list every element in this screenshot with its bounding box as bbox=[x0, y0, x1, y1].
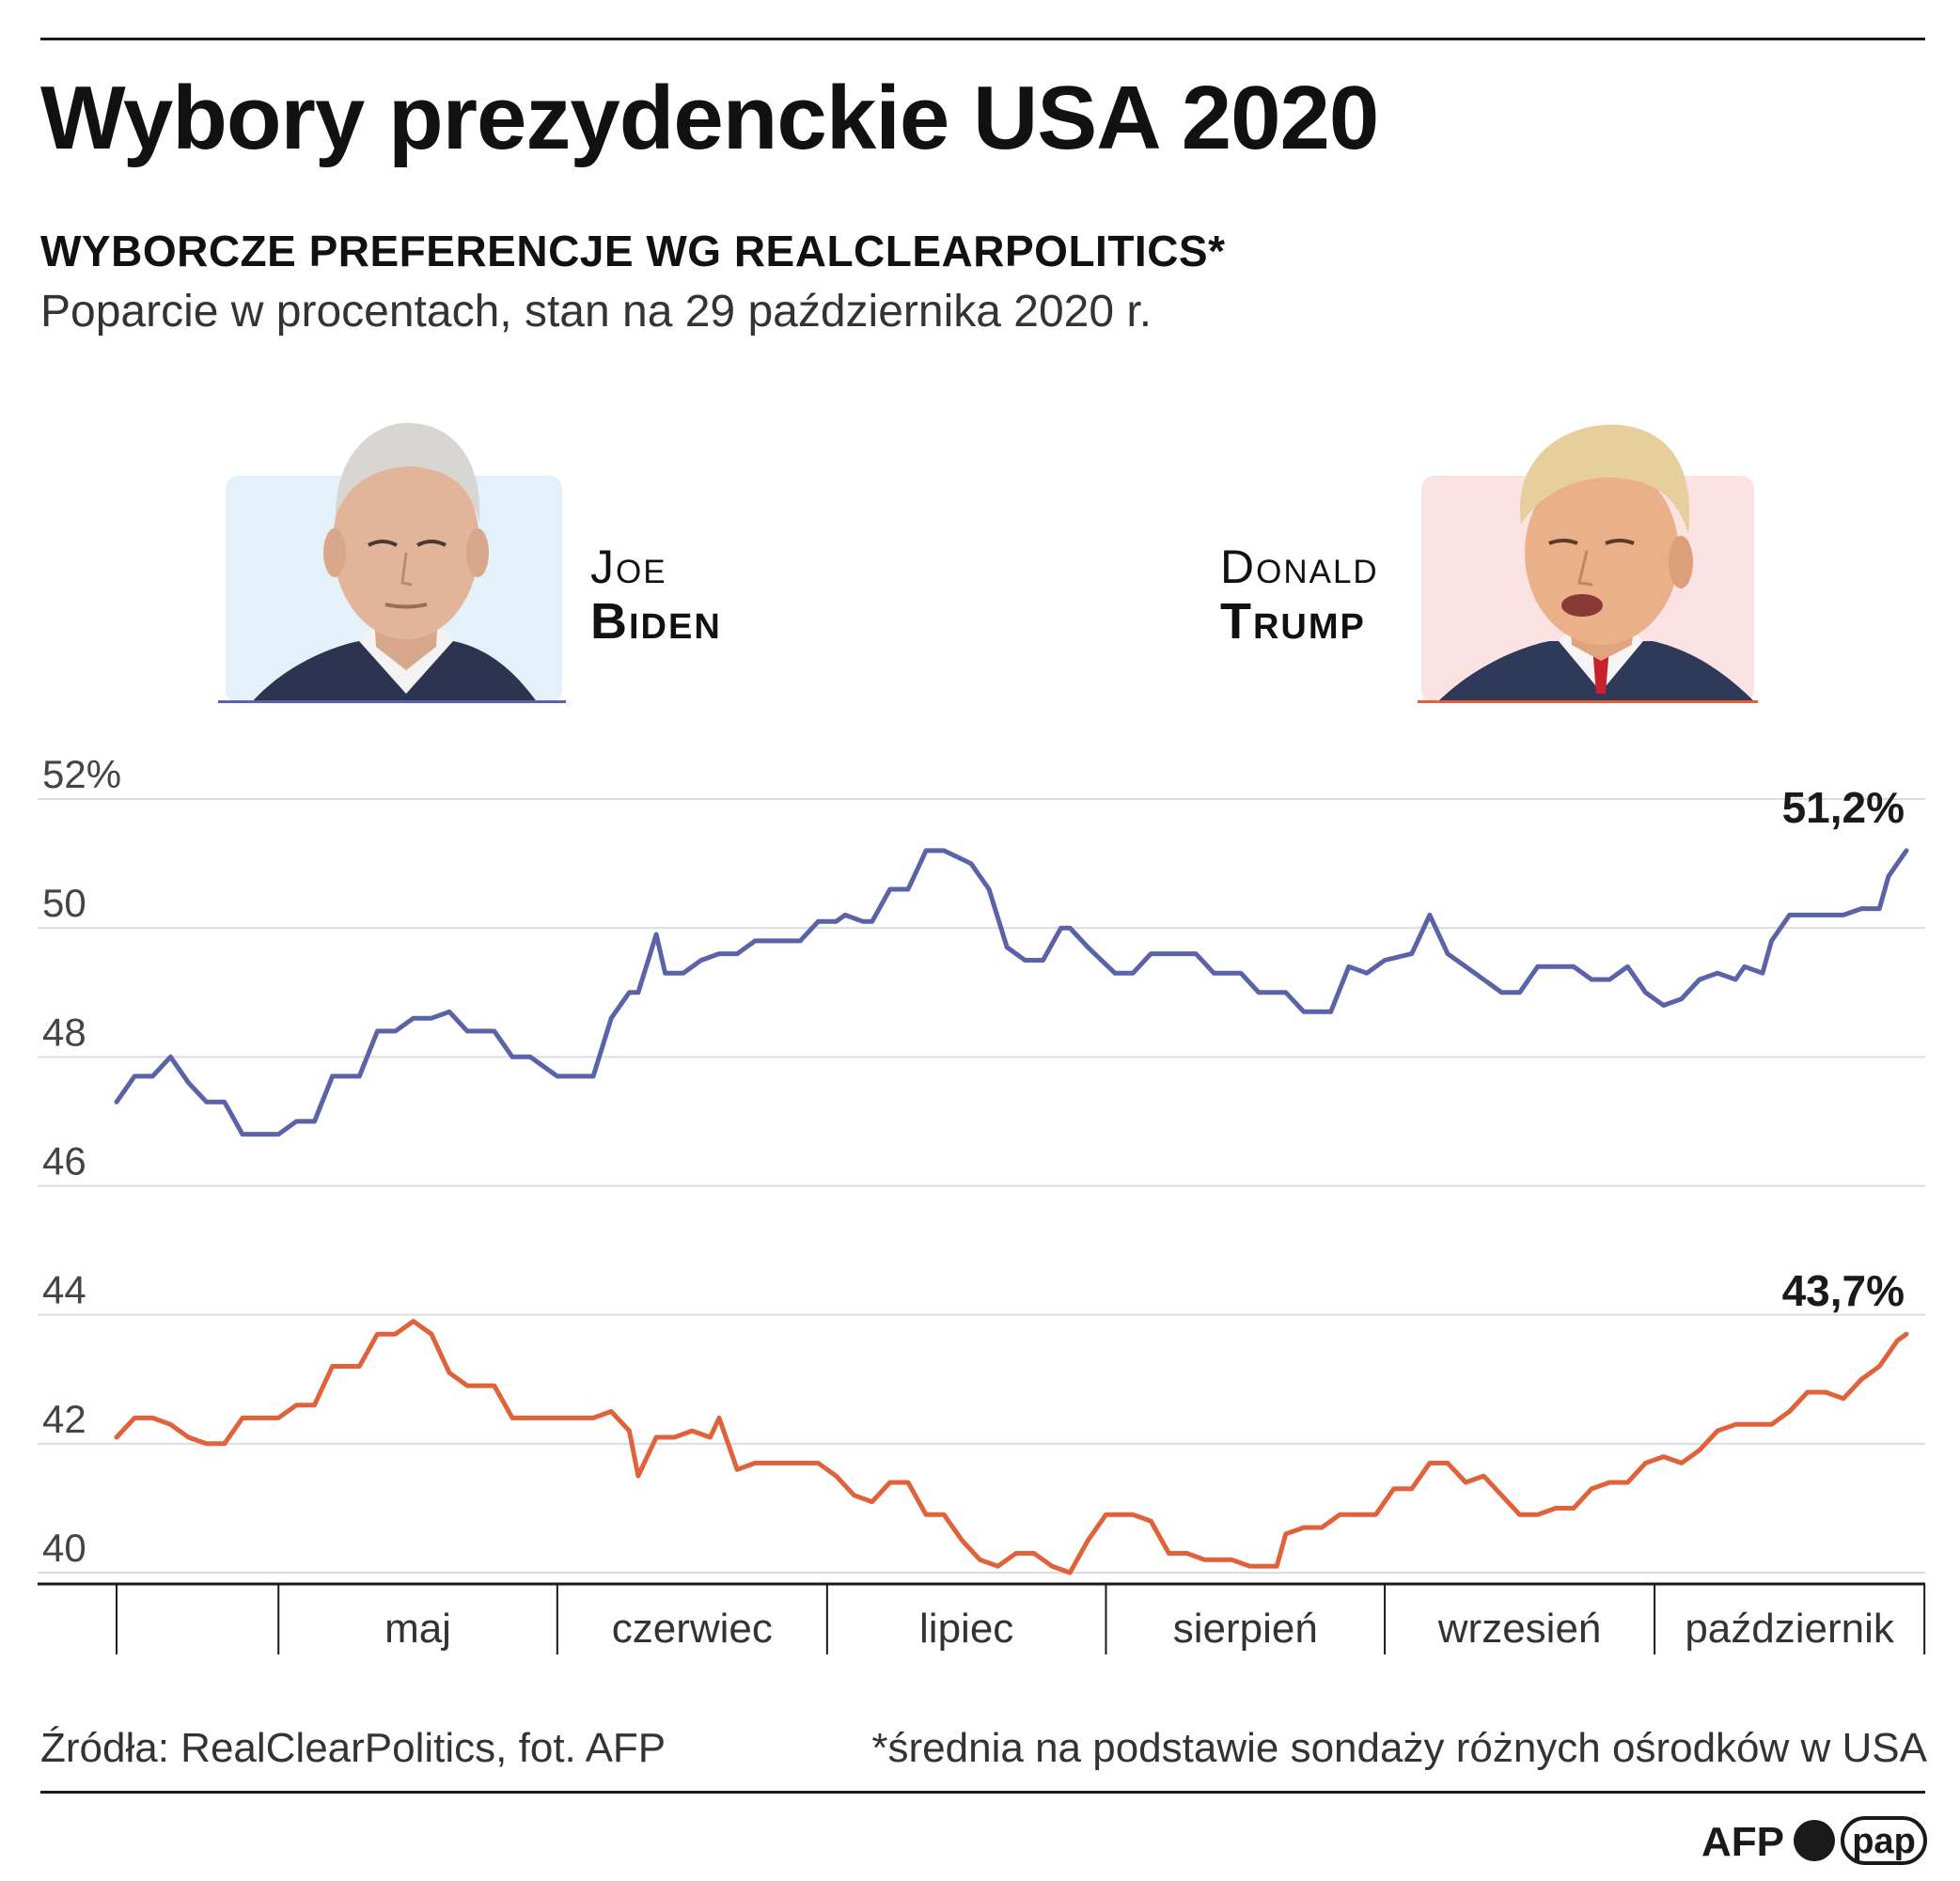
source-note: Źródła: RealClearPolitics, fot. AFP bbox=[40, 1725, 666, 1771]
chart-note: Poparcie w procentach, stan na 29 paździ… bbox=[40, 287, 1152, 337]
afp-dot-icon bbox=[1794, 1820, 1835, 1861]
grid-layer: 52% 50 48 46 44 42 40 bbox=[38, 752, 1925, 1574]
chart-subtitle: WYBORCZE PREFERENCJE WG REALCLEARPOLITIC… bbox=[40, 227, 1226, 275]
trump-last-name: Trump bbox=[1220, 593, 1366, 650]
x-tick-label: sierpień bbox=[1173, 1606, 1318, 1652]
y-tick-label: 48 bbox=[42, 1010, 86, 1054]
series-line-trump bbox=[114, 1319, 1909, 1575]
biden-portrait bbox=[218, 412, 566, 703]
x-tick-label: czerwiec bbox=[612, 1606, 773, 1652]
trump-first-name: Donald bbox=[1220, 541, 1379, 593]
y-tick-label: 40 bbox=[42, 1526, 86, 1570]
y-tick-label: 52% bbox=[42, 752, 121, 796]
end-value-label-biden: 51,2% bbox=[1782, 783, 1905, 832]
top-rule bbox=[40, 38, 1925, 40]
trump-photo bbox=[1436, 424, 1756, 703]
x-tick-label: październik bbox=[1685, 1606, 1895, 1652]
y-tick-label: 44 bbox=[42, 1268, 86, 1312]
pap-logo: pap bbox=[1852, 1822, 1916, 1861]
x-tick-label: wrzesień bbox=[1437, 1606, 1602, 1652]
trump-name: Donald Trump bbox=[1220, 543, 1379, 647]
biden-photo bbox=[251, 422, 538, 703]
pap-logo-frame bbox=[1841, 1816, 1927, 1865]
end-value-label-trump: 43,7% bbox=[1782, 1266, 1905, 1315]
trump-underline bbox=[1418, 700, 1758, 703]
bottom-rule bbox=[40, 1791, 1925, 1794]
y-tick-label: 42 bbox=[42, 1397, 86, 1441]
x-tick-label: maj bbox=[384, 1606, 451, 1652]
y-tick-label: 46 bbox=[42, 1139, 86, 1183]
y-tick-label: 50 bbox=[42, 881, 86, 925]
biden-name: Joe Biden bbox=[590, 543, 722, 647]
biden-underline bbox=[218, 700, 566, 703]
poll-chart: 52% 50 48 46 44 42 40 maj czerwiec lipiec sierpie… bbox=[38, 752, 1926, 1654]
x-tick-label: lipiec bbox=[919, 1606, 1013, 1652]
label-layer: 51,2% 43,7% bbox=[1782, 783, 1905, 1315]
publisher-logos: AFP pap bbox=[1701, 1816, 1927, 1865]
axis-layer: maj czerwiec lipiec sierpień wrzesień paździe… bbox=[38, 1582, 1926, 1654]
line-layer bbox=[114, 848, 1909, 1575]
trump-portrait bbox=[1418, 412, 1758, 703]
series-line-biden bbox=[114, 848, 1909, 1137]
biden-last-name: Biden bbox=[590, 593, 722, 650]
afp-logo: AFP bbox=[1701, 1819, 1784, 1865]
biden-first-name: Joe bbox=[590, 541, 667, 593]
footnote: *średnia na podstawie sondaży różnych oś… bbox=[871, 1725, 1927, 1771]
page-title: Wybory prezydenckie USA 2020 bbox=[40, 68, 1379, 168]
